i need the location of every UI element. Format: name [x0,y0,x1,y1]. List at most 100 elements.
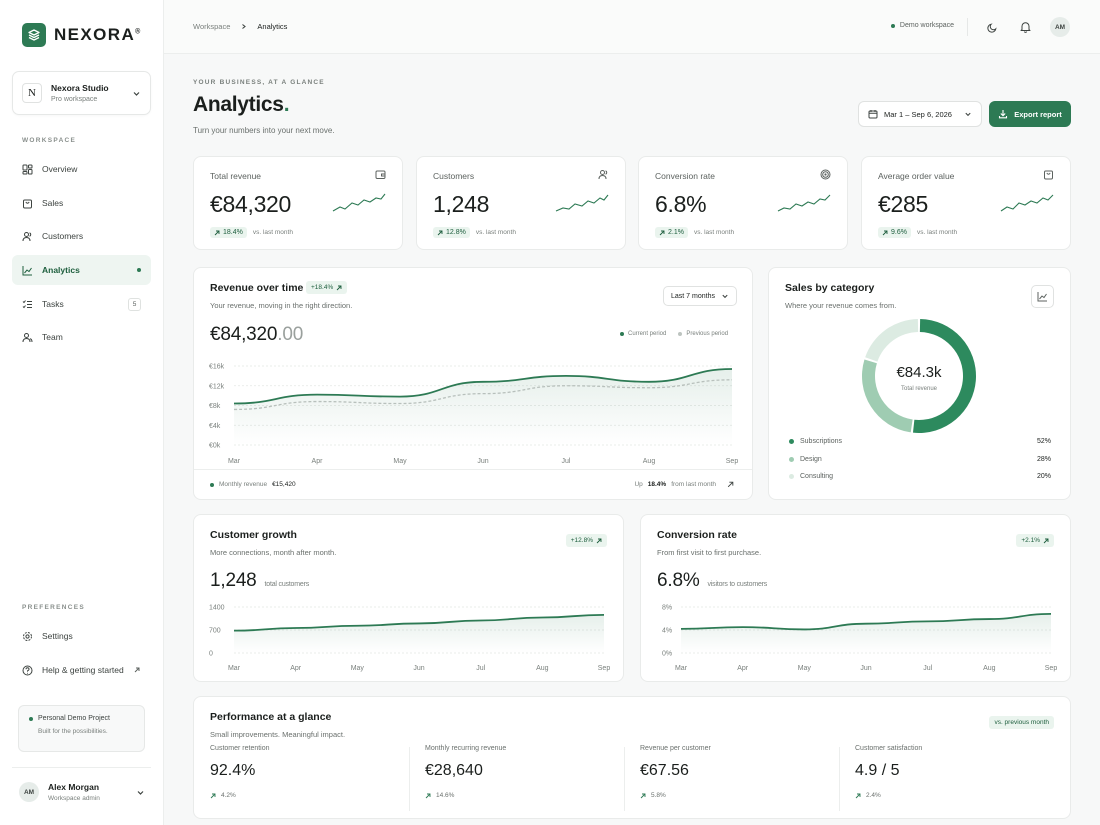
divider [839,747,840,811]
y-tick-label: €16k [209,364,225,371]
x-tick-label: Apr [737,665,749,672]
date-range-picker[interactable]: Mar 1 – Sep 6, 2026 [858,101,982,127]
sparkline [555,194,609,212]
notification-bell-icon[interactable] [1017,19,1033,35]
sidebar-item-team[interactable]: Team [12,322,151,352]
team-icon [22,332,33,342]
metric-value: €28,640 [425,762,483,779]
kpi-value: 6.8% [655,191,707,217]
y-tick-label: 1400 [209,605,225,612]
x-tick-label: Apr [290,665,302,672]
page-eyebrow: YOUR BUSINESS, AT A GLANCE [193,79,325,86]
legend-swatch [789,439,794,444]
period-select-value: Last 7 months [671,292,715,300]
sidebar-item-label: Overview [42,164,78,174]
kpi-compare: vs. last month [475,229,516,236]
calendar-icon [868,110,878,119]
project-card[interactable]: Personal Demo Project Built for the poss… [18,705,145,752]
arrow-up-right-icon [210,793,216,798]
x-tick-label: Sep [726,458,739,465]
sidebar-item-sales[interactable]: Sales [12,188,151,218]
series-area [234,614,604,653]
divider [409,747,410,811]
kpi-label: Conversion rate [655,171,716,181]
donut-slice-consulting [865,319,919,362]
y-tick-label: 0% [662,651,672,658]
metric-retention: Customer retention 92.4% 4.2% [210,745,410,815]
delta-badge: 12.8% [433,227,470,238]
delta-badge: 9.6% [878,227,911,238]
kpi-value: €285 [878,191,928,217]
grid-icon [22,164,33,174]
card-title: Performance at a glance [210,711,332,723]
x-tick-label: May [351,665,365,672]
sidebar-item-settings[interactable]: Settings [12,621,151,651]
revenue-trend-summary: Up 18.4% from last month [634,481,734,488]
sidebar-item-help[interactable]: Help & getting started [12,655,151,685]
chevron-down-icon [137,790,144,795]
chart-icon [22,265,32,275]
chevron-down-icon [965,112,971,117]
brand-logo[interactable]: NEXORA® [22,23,142,47]
metric-value: 92.4% [210,762,256,779]
workspace-status[interactable]: Demo workspace [890,22,954,29]
wallet-icon [375,170,386,179]
topbar: Workspace Analytics Demo workspace AM [164,0,1100,54]
metric-label: Customer satisfaction [855,745,923,752]
x-tick-label: Mar [675,665,688,672]
chevron-down-icon [722,294,728,299]
card-subtitle: Where your revenue comes from. [785,301,897,310]
x-tick-label: Aug [983,665,996,672]
metric-delta: 5.8% [640,792,840,799]
metric-delta: 2.4% [855,792,1055,799]
card-subtitle: More connections, month after month. [210,548,337,557]
bag-icon [1044,170,1053,180]
x-tick-label: Jul [476,665,485,672]
monthly-revenue-summary: Monthly revenue €15,420 [210,481,296,488]
users-icon [598,170,608,180]
card-footer: Monthly revenue €15,420 Up 18.4% from la… [194,469,752,499]
breadcrumb-workspace[interactable]: Workspace [193,22,231,31]
chart-icon [1037,292,1047,302]
customer-growth-chart: 1400 700 0 Mar Apr May Jun Jul Aug Sep [209,605,610,673]
status-dot [890,23,895,28]
avatar[interactable]: AM [1050,17,1070,37]
sidebar-item-overview[interactable]: Overview [12,154,151,184]
page-title: Analytics. [193,93,290,116]
revenue-chart-card: Revenue over time +18.4% Your revenue, m… [193,267,753,500]
sidebar-item-customers[interactable]: Customers [12,221,151,251]
org-switcher[interactable]: N Nexora Studio Pro workspace [12,71,151,115]
help-icon [22,665,33,675]
delta-badge: +12.8% [565,534,607,547]
export-report-button[interactable]: Export report [989,101,1071,127]
conversion-rate-card: Conversion rate From first visit to firs… [640,514,1071,682]
delta-badge: +18.4% [306,281,348,294]
x-tick-label: Apr [312,458,324,465]
theme-toggle-moon-icon[interactable] [984,19,1000,35]
sales-category-card: Sales by category Where your revenue com… [768,267,1071,500]
card-subtitle: Your revenue, moving in the right direct… [210,301,353,310]
sidebar-item-analytics[interactable]: Analytics [12,255,151,285]
period-select[interactable]: Last 7 months [663,286,737,306]
arrow-up-right-icon [640,793,646,798]
x-tick-label: Jul [923,665,932,672]
sidebar-item-tasks[interactable]: Tasks 5 [12,289,151,319]
donut-slice-design [862,359,913,433]
card-title: Revenue over time [210,282,304,294]
compare-badge: vs. previous month [989,716,1054,729]
chart-options-button[interactable] [1031,285,1054,308]
card-title: Customer growth [210,529,297,541]
metric-value: €67.56 [640,762,689,779]
series-line-current [233,368,733,405]
y-tick-label: 4% [662,628,672,635]
delta-badge: +2.1% [1016,534,1054,547]
donut-total-label: Total revenue [900,386,938,392]
gear-icon [23,631,32,641]
category-row: Consulting 20% [789,473,1051,480]
user-menu[interactable]: AM Alex Morgan Workspace admin [12,767,151,802]
y-tick-label: 8% [662,605,672,612]
delta-badge: 18.4% [210,227,247,238]
user-name: Alex Morgan [48,782,100,792]
x-tick-label: Jun [477,458,488,465]
page-subtitle: Turn your numbers into your next move. [193,126,335,135]
